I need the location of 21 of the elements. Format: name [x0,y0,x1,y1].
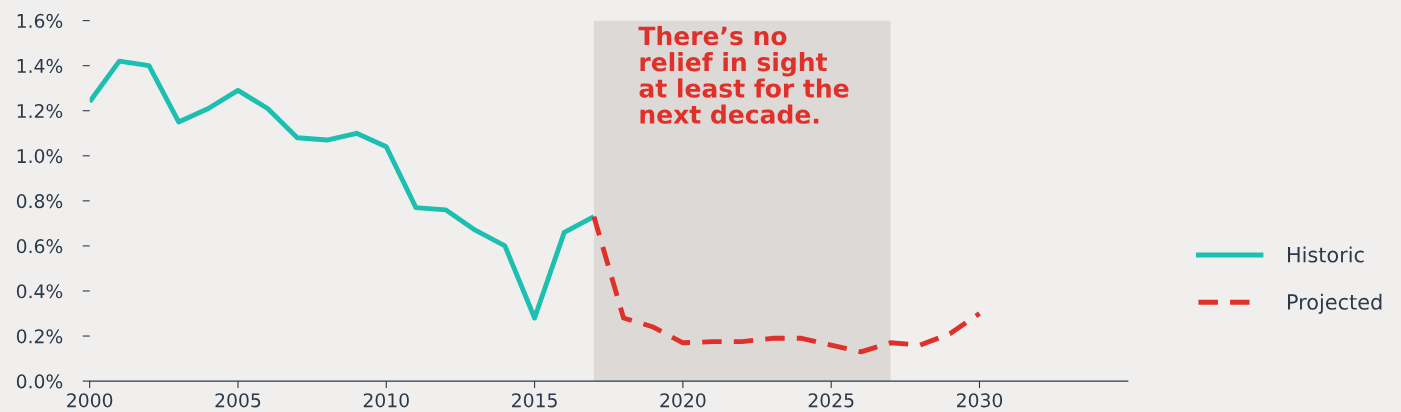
y-tick-label: 0.4% [16,284,63,299]
line-series [591,214,982,355]
y-tick-label: 1.2% [17,103,63,119]
y-tick-label: 0.0% [16,374,63,389]
x-tick-label: 2005 [215,393,261,408]
y-tick-label: 0.2% [16,329,63,344]
x-tick-label: 2025 [808,393,854,408]
x-tick-label: 2010 [363,393,409,408]
annotation: There’s no relief in sight at least for the next decade. [638,26,849,124]
y-tick-label: 1.6% [17,13,63,28]
y-tick-label: 0.6% [16,239,63,254]
line-series [89,58,597,321]
y-tick-label: 1.4% [17,58,63,74]
y-tick-label: 1.0% [17,149,63,164]
x-tick-label: 2020 [660,393,706,408]
legend-label: Historic [1288,246,1364,263]
legend-label: Projected [1288,293,1382,314]
x-tick-label: 2015 [512,393,557,408]
x-tick-label: 2030 [957,393,1003,408]
x-tick-label: 2000 [67,393,113,408]
y-tick-label: 0.8% [16,194,63,209]
